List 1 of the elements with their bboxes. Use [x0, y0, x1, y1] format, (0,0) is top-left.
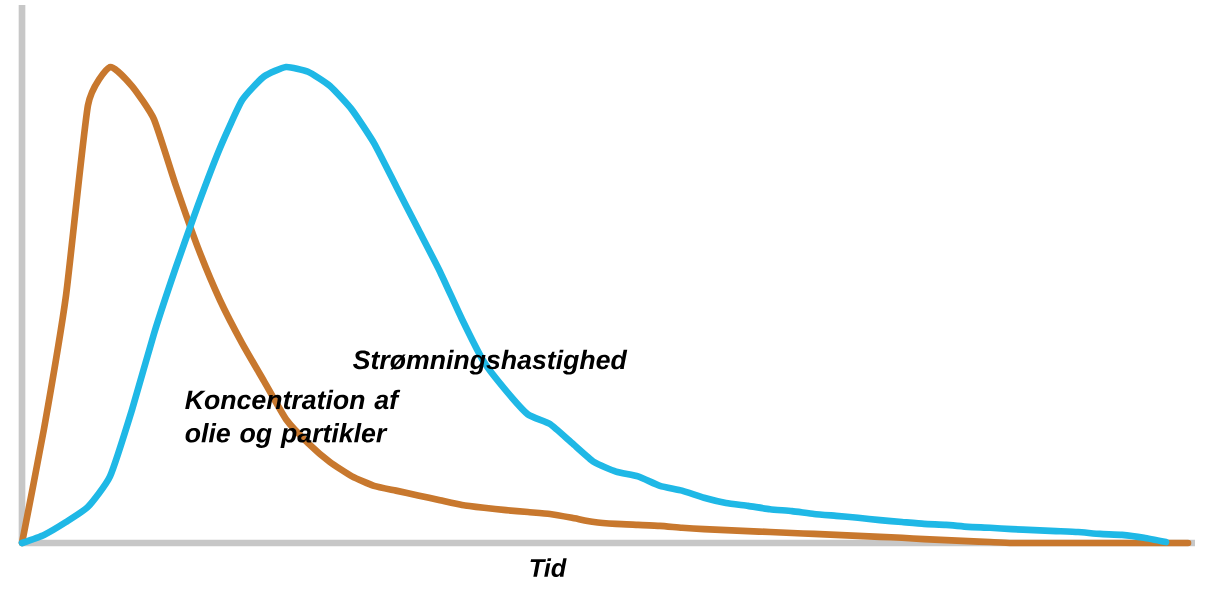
x-axis-title: Tid [530, 558, 567, 577]
